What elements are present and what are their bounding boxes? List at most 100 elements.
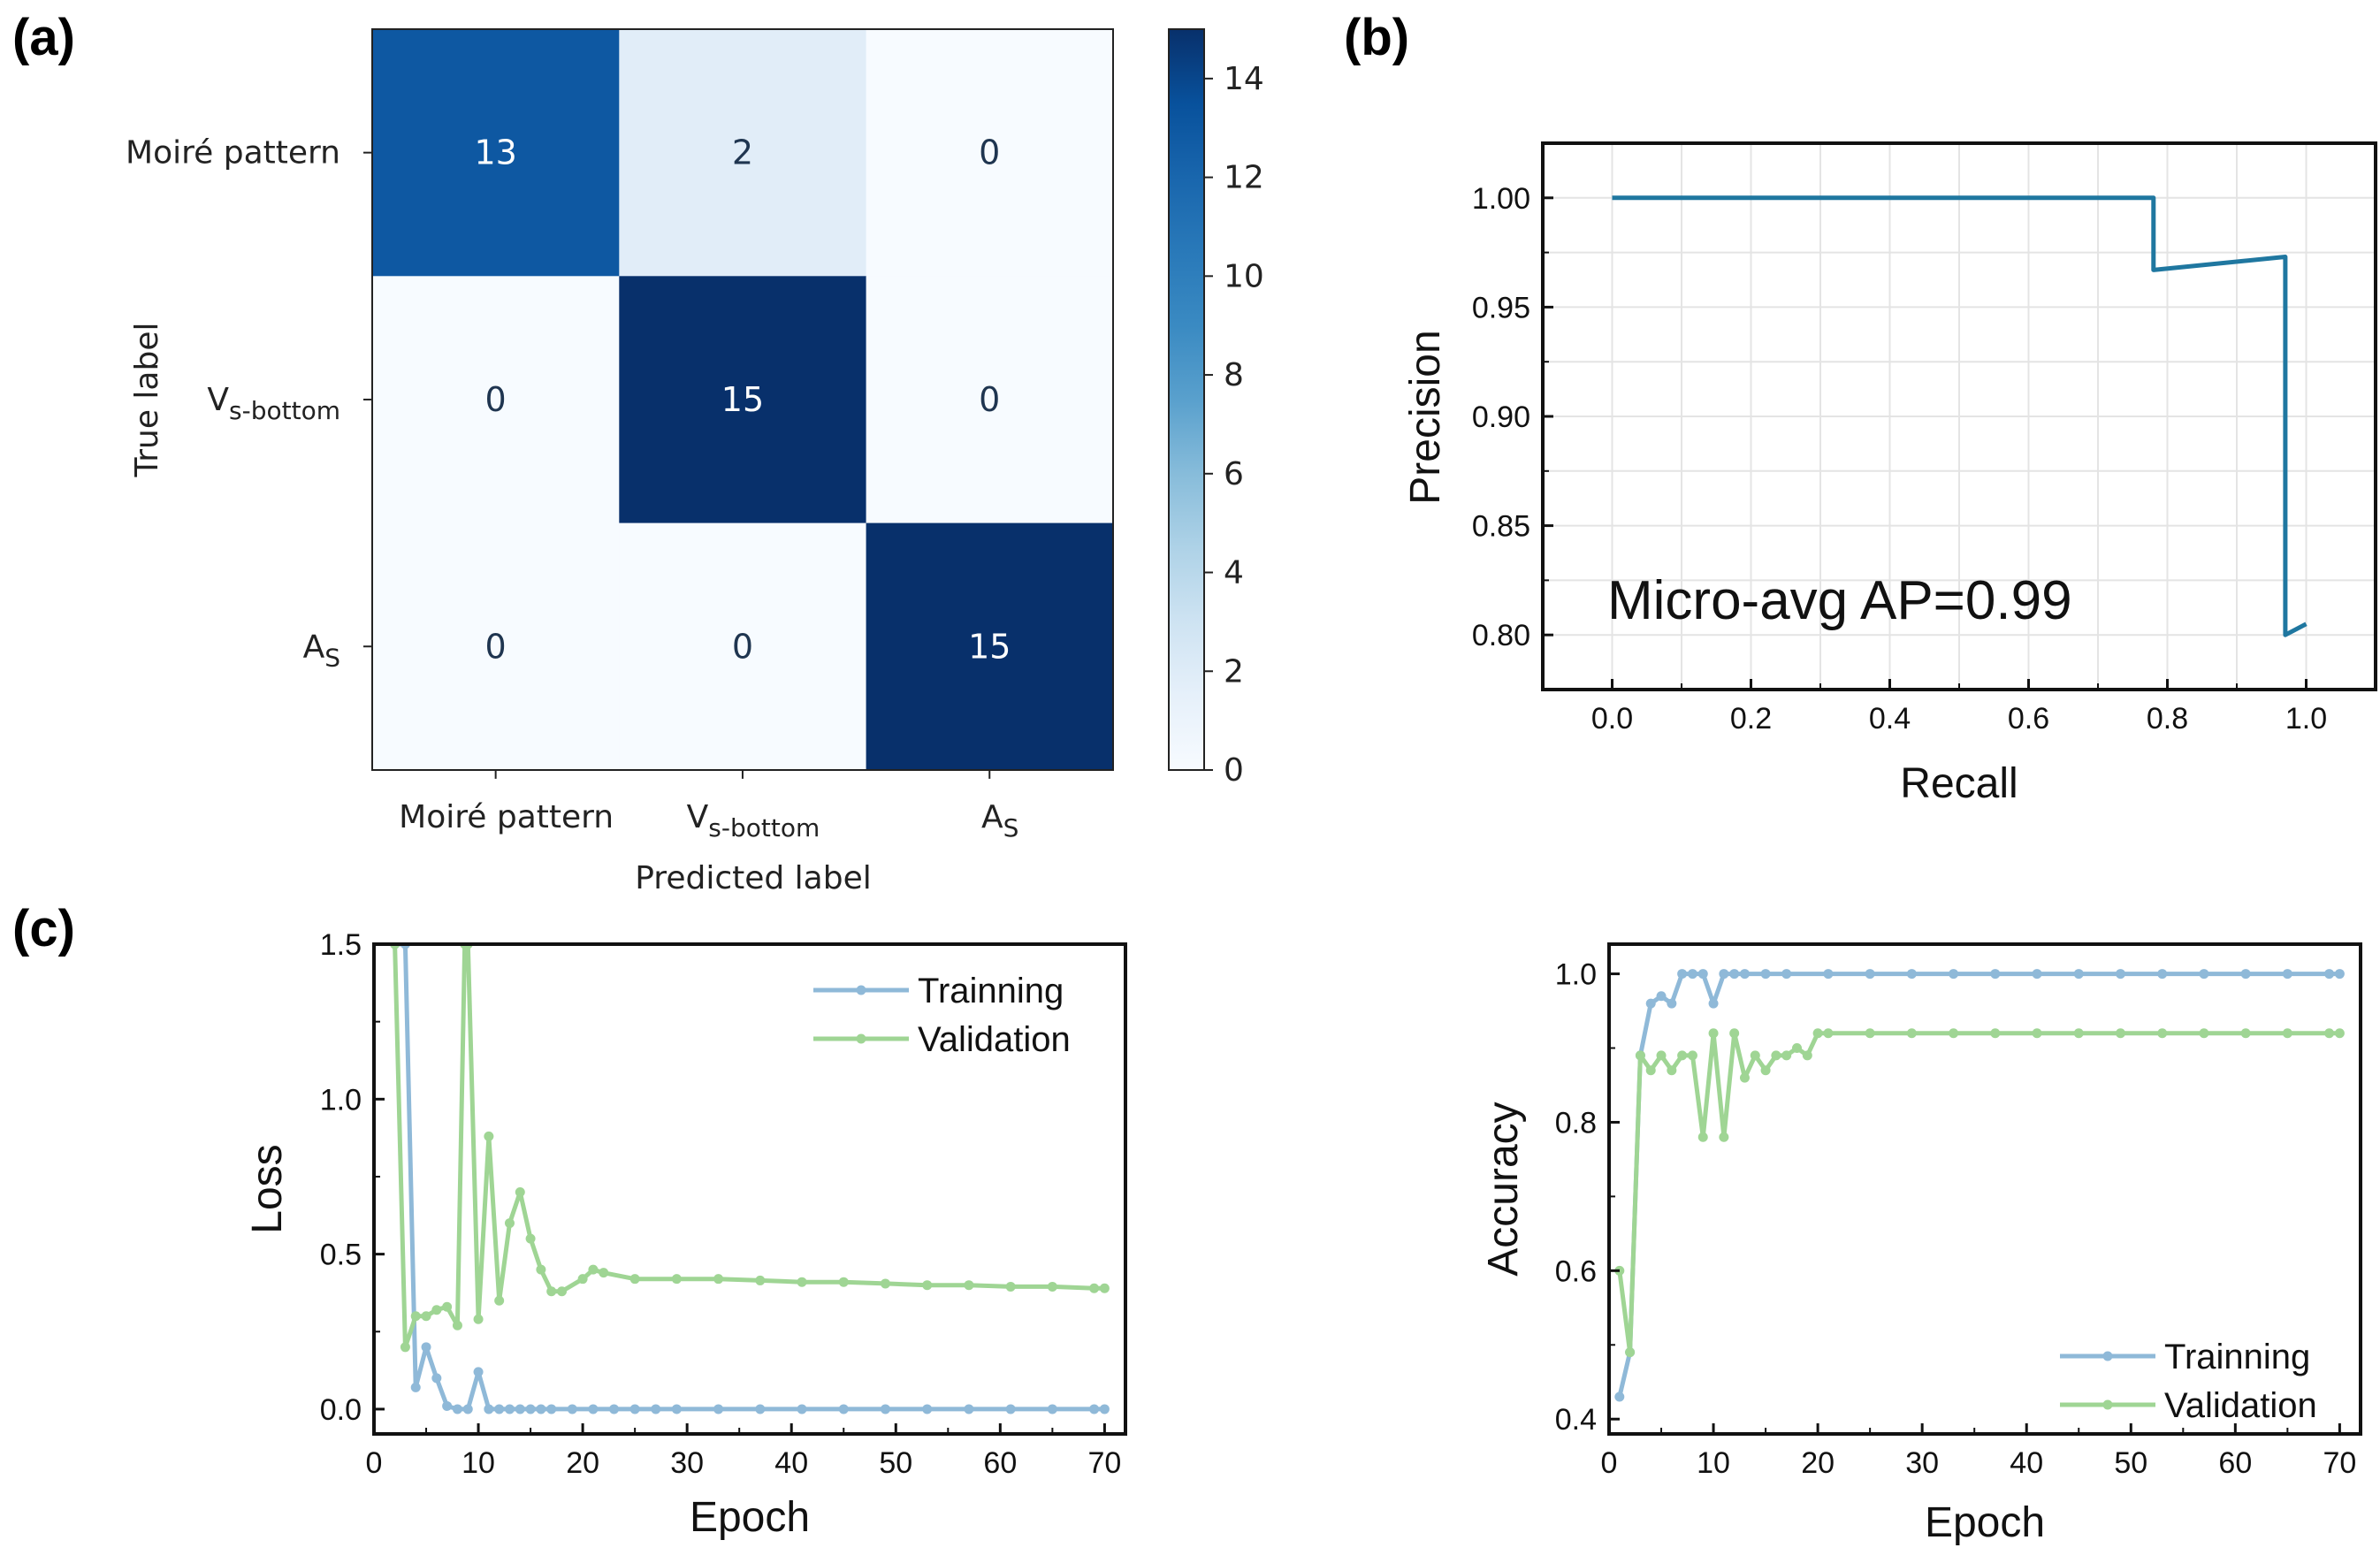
accuracy-point-validation [1687,1050,1697,1061]
loss-point-trainning [462,1404,473,1414]
loss-point-validation [536,1264,546,1275]
panel-label-c: (c) [12,900,75,957]
cm-value-r2-c1: 0 [732,627,753,666]
cm-col-label-2-main: A [981,799,1003,835]
accuracy-legend-label-trainning: Trainning [2164,1338,2310,1376]
loss-point-trainning [671,1404,682,1414]
accuracy-point-trainning [2157,969,2168,980]
pr-y-tick-label: 0.80 [1472,619,1530,652]
loss-frame [372,942,1127,1436]
loss-point-trainning [431,1373,442,1384]
accuracy-series-validation [1614,1028,2345,1358]
loss-legend-marker [856,1033,866,1044]
accuracy-point-validation [1865,1028,1875,1039]
loss-point-validation [442,1301,453,1312]
colorbar-tick-label: 2 [1224,653,1244,690]
accuracy-point-trainning [1687,969,1697,980]
accuracy-x-tick-label: 50 [2114,1446,2147,1480]
cm-cell-r1-c0 [372,276,620,524]
cm-row-label-2-subscript: S [324,643,340,672]
loss-chart: 0 10 20 30 40 50 60 70 0.0 0.5 1.0 1.5 Trainning Val… [244,928,1127,1541]
loss-point-validation [1047,1281,1057,1292]
loss-point-trainning [546,1404,557,1414]
accuracy-x-tick-label: 60 [2218,1446,2252,1480]
cm-value-r0-c1: 2 [732,133,753,172]
accuracy-point-trainning [1990,969,2001,980]
pr-curve [1612,195,2308,637]
accuracy-point-validation [1625,1347,1636,1358]
accuracy-point-trainning [1781,969,1792,980]
accuracy-point-trainning [2334,969,2345,980]
accuracy-point-trainning [2324,969,2335,980]
accuracy-point-validation [1667,1065,1677,1076]
accuracy-point-trainning [2282,969,2292,980]
precision-recall-chart: 0.0 0.2 0.4 0.6 0.8 1.0 0.80 0.85 0.90 0.95 1.00 M… [1402,141,2377,807]
cm-value-r1-c2: 0 [979,380,1000,419]
loss-point-validation [1089,1283,1100,1293]
accuracy-point-trainning [1677,969,1688,980]
loss-point-validation [964,1280,974,1291]
pr-x-axis-label: Recall [1900,760,2018,807]
accuracy-point-validation [1781,1050,1792,1061]
accuracy-legend-marker [2102,1351,2113,1361]
accuracy-point-validation [2073,1028,2084,1039]
cm-value-r2-c0: 0 [485,627,507,666]
loss-legend-marker [856,985,866,995]
accuracy-point-validation [1802,1050,1812,1061]
loss-point-validation [421,1311,431,1322]
accuracy-point-validation [2032,1028,2042,1039]
colorbar-tick-label: 4 [1224,555,1244,591]
cm-col-label-2-subscript: S [1003,813,1019,842]
accuracy-point-validation [2240,1028,2251,1039]
accuracy-x-tick-label: 20 [1801,1446,1835,1480]
loss-x-tick-label: 30 [670,1446,704,1480]
pr-x-tick-label: 0.2 [1730,702,1772,736]
loss-x-tick-label: 40 [774,1446,808,1480]
pr-y-tick-label: 0.85 [1472,510,1530,544]
pr-y-tick-label: 0.90 [1472,400,1530,434]
accuracy-point-trainning [1697,969,1708,980]
cm-value-r0-c0: 13 [474,133,516,172]
loss-point-validation [431,1305,442,1315]
accuracy-line-validation [1617,1031,2340,1355]
loss-point-validation [1099,1283,1110,1293]
loss-point-validation [515,1187,525,1198]
accuracy-x-tick-label: 70 [2323,1446,2356,1480]
pr-y-tick-label: 0.95 [1472,291,1530,324]
accuracy-y-tick-label: 0.8 [1555,1106,1597,1140]
accuracy-point-trainning [1739,969,1750,980]
cm-cell-r0-c0 [372,29,620,277]
accuracy-line-trainning [1617,972,2340,1398]
accuracy-x-tick-label: 10 [1697,1446,1730,1480]
loss-y-tick-label: 1.5 [320,928,362,962]
loss-point-trainning [629,1404,640,1414]
cm-row-label-1: Vs-bottom [207,382,340,425]
loss-point-trainning [452,1404,462,1414]
loss-point-validation [546,1286,557,1297]
accuracy-point-trainning [1865,969,1875,980]
loss-point-validation [922,1280,933,1291]
accuracy-point-validation [1635,1050,1645,1061]
loss-point-validation [400,1342,410,1353]
accuracy-point-validation [2115,1028,2125,1039]
loss-point-validation [473,1314,484,1324]
loss-point-trainning [525,1404,536,1414]
loss-line-validation [393,944,1105,1350]
accuracy-point-trainning [2032,969,2042,980]
loss-point-trainning [880,1404,890,1414]
loss-y-tick-label: 1.0 [320,1083,362,1117]
loss-point-trainning [1099,1404,1110,1414]
accuracy-point-trainning [1906,969,1917,980]
pr-x-tick-label: 1.0 [2285,702,2327,736]
loss-point-validation [797,1277,807,1287]
loss-x-tick-label: 20 [566,1446,599,1480]
pr-x-tick-label: 0.0 [1591,702,1633,736]
accuracy-point-validation [1677,1050,1688,1061]
cm-value-r1-c0: 0 [485,380,507,419]
accuracy-point-trainning [1645,998,1656,1009]
cm-col-label-0-main: Moiré pattern [399,799,614,835]
cm-cell-r1-c2 [866,276,1114,524]
accuracy-point-trainning [1949,969,1959,980]
cm-row-label-2-main: A [303,629,325,665]
